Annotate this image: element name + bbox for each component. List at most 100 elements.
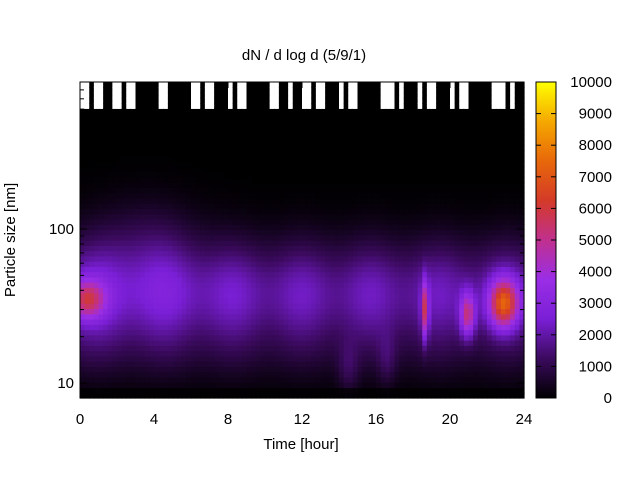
heatmap-cell: [302, 261, 308, 267]
heatmap-cell: [352, 303, 359, 310]
heatmap-cell: [348, 103, 354, 109]
heatmap-cell: [80, 250, 86, 257]
heatmap-cell: [343, 297, 349, 304]
heatmap-cell: [348, 303, 354, 310]
heatmap-cell: [445, 92, 451, 99]
heatmap-cell: [436, 139, 442, 146]
heatmap-cell: [89, 224, 95, 231]
heatmap-cell: [191, 350, 197, 357]
heatmap-cell: [80, 324, 86, 331]
heatmap-cell: [191, 245, 197, 252]
heatmap-cell: [371, 161, 377, 167]
heatmap-cell: [320, 129, 326, 136]
heatmap-cell: [357, 313, 363, 320]
heatmap-cell: [362, 218, 368, 225]
heatmap-cell: [93, 166, 100, 173]
heatmap-cell: [463, 366, 470, 373]
heatmap-cell: [399, 182, 405, 188]
heatmap-cell: [117, 382, 123, 389]
heatmap-cell: [343, 229, 349, 236]
heatmap-cell: [181, 255, 187, 262]
heatmap-cell: [302, 203, 308, 209]
heatmap-cell: [399, 145, 405, 152]
heatmap-cell: [403, 376, 409, 383]
heatmap-cell: [172, 303, 178, 310]
heatmap-cell: [306, 197, 312, 204]
heatmap-cell: [107, 240, 113, 246]
heatmap-cell: [149, 292, 155, 299]
heatmap-cell: [214, 266, 220, 273]
heatmap-cell: [445, 376, 451, 383]
heatmap-cell: [417, 303, 423, 310]
heatmap-cell: [399, 387, 405, 394]
heatmap-cell: [306, 292, 312, 299]
heatmap-cell: [255, 129, 261, 136]
heatmap-cell: [107, 187, 113, 194]
heatmap-cell: [130, 361, 137, 367]
heatmap-cell: [440, 261, 446, 267]
heatmap-cell: [380, 224, 386, 231]
heatmap-cell: [204, 355, 211, 362]
heatmap-cell: [413, 266, 419, 273]
heatmap-cell: [297, 192, 303, 199]
heatmap-cell: [283, 176, 289, 183]
heatmap-cell: [454, 334, 460, 341]
heatmap-cell: [265, 382, 271, 389]
heatmap-cell: [260, 213, 266, 220]
heatmap-cell: [311, 340, 317, 346]
heatmap-cell: [417, 187, 423, 194]
heatmap-cell: [436, 313, 442, 320]
heatmap-cell: [445, 308, 451, 315]
heatmap-cell: [140, 240, 146, 246]
heatmap-cell: [302, 187, 308, 194]
heatmap-cell: [241, 82, 248, 88]
heatmap-cell: [417, 171, 423, 178]
heatmap-cell: [320, 208, 326, 215]
heatmap-cell: [325, 366, 331, 373]
heatmap-cell: [352, 282, 359, 288]
heatmap-cell: [459, 171, 465, 178]
heatmap-cell: [343, 182, 349, 188]
heatmap-cell: [214, 92, 220, 99]
heatmap-cell: [89, 208, 95, 215]
heatmap-cell: [209, 361, 215, 367]
heatmap-cell: [417, 313, 423, 320]
heatmap-cell: [158, 134, 164, 141]
heatmap-cell: [422, 387, 428, 394]
heatmap-cell: [135, 245, 141, 252]
heatmap-cell: [158, 113, 164, 120]
heatmap-cell: [440, 308, 446, 315]
heatmap-cell: [200, 97, 206, 104]
heatmap-cell: [389, 161, 396, 167]
heatmap-cell: [403, 129, 409, 136]
heatmap-cell: [218, 171, 224, 178]
heatmap-cell: [283, 303, 289, 310]
heatmap-cell: [214, 176, 220, 183]
heatmap-cell: [121, 271, 127, 278]
heatmap-cell: [385, 118, 391, 125]
heatmap-cell: [89, 329, 95, 336]
heatmap-cell: [278, 161, 285, 167]
heatmap-cell: [158, 224, 164, 231]
heatmap-cell: [167, 387, 174, 394]
heatmap-cell: [255, 250, 261, 257]
heatmap-cell: [385, 139, 391, 146]
heatmap-cell: [454, 118, 460, 125]
heatmap-cell: [251, 303, 257, 310]
heatmap-cell: [181, 171, 187, 178]
heatmap-cell: [158, 361, 164, 367]
heatmap-cell: [107, 87, 113, 94]
heatmap-cell: [403, 229, 409, 236]
heatmap-cell: [246, 197, 252, 204]
heatmap-cell: [408, 255, 414, 262]
heatmap-cell: [454, 261, 460, 267]
heatmap-cell: [181, 176, 187, 183]
heatmap-cell: [126, 182, 132, 188]
heatmap-cell: [117, 361, 123, 367]
heatmap-cell: [269, 182, 275, 188]
heatmap-cell: [371, 382, 377, 389]
heatmap-cell: [283, 382, 289, 389]
heatmap-cell: [413, 276, 419, 283]
heatmap-cell: [431, 240, 437, 246]
heatmap-cell: [431, 224, 437, 231]
